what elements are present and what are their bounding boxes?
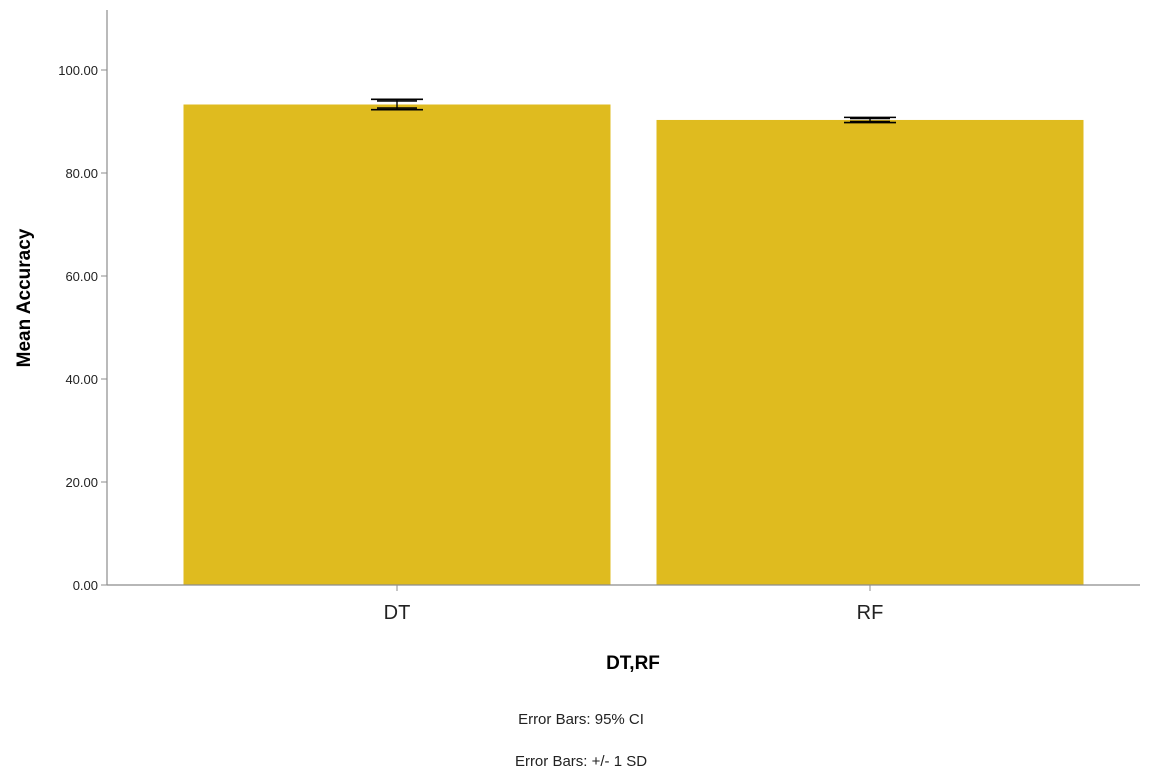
bars [183,104,1084,585]
x-tick-label: DT [384,602,411,624]
x-ticks: DT RF [384,585,884,624]
bar-dt [183,104,611,585]
y-ticks: 0.00 20.00 40.00 60.00 80.00 100.00 [58,63,107,593]
y-tick-label: 40.00 [65,372,98,387]
bar-rf [656,119,1084,585]
error-bars-note-ci: Error Bars: 95% CI [518,711,644,728]
y-tick-label: 20.00 [65,475,98,490]
error-bars [371,98,896,124]
x-tick-label: RF [857,602,884,624]
error-bars-note-sd: Error Bars: +/- 1 SD [515,753,647,770]
y-axis-title: Mean Accuracy [14,228,35,367]
y-tick-label: 100.00 [58,63,98,78]
x-axis-title: DT,RF [606,653,660,674]
y-tick-label: 80.00 [65,166,98,181]
axes [106,10,1140,586]
y-tick-label: 0.00 [73,578,98,593]
y-tick-label: 60.00 [65,269,98,284]
